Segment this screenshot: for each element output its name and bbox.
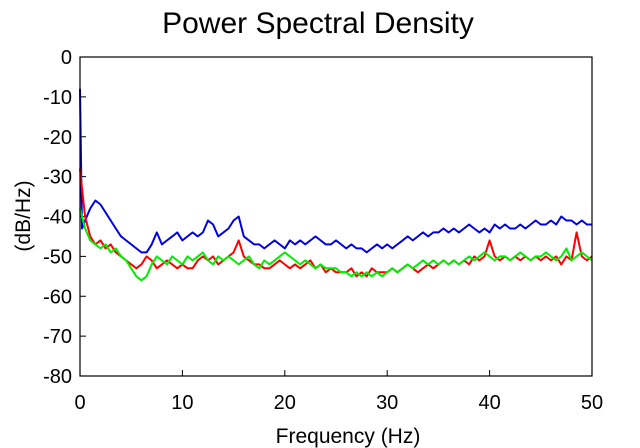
- y-tick-label: -60: [43, 286, 72, 308]
- y-tick-label: -20: [43, 127, 72, 149]
- x-tick-label: 40: [478, 392, 500, 414]
- y-tick-label: -10: [43, 87, 72, 109]
- x-tick-label: 0: [74, 392, 85, 414]
- chart-title: Power Spectral Density: [162, 7, 474, 40]
- x-tick-label: 10: [171, 392, 193, 414]
- y-tick-label: 0: [61, 47, 72, 69]
- series-layer: [79, 88, 593, 282]
- y-axis-label: (dB/Hz): [12, 180, 35, 251]
- plot-frame: [79, 56, 593, 377]
- series-line-2: [79, 168, 593, 278]
- y-tick-label: -70: [43, 326, 72, 348]
- x-tick-label: 30: [376, 392, 398, 414]
- y-tick-label: -40: [43, 207, 72, 229]
- ticks-layer: 0 10 20 30 40 50 0 -10 -20 -30 -40 -50 -60 -70 -80: [43, 47, 603, 414]
- y-tick-label: -50: [43, 246, 72, 268]
- y-tick-label: -80: [43, 366, 72, 388]
- x-tick-label: 50: [581, 392, 603, 414]
- x-axis-label: Frequency (Hz): [276, 425, 421, 448]
- x-tick-label: 20: [274, 392, 296, 414]
- y-tick-label: -30: [43, 167, 72, 189]
- series-line-3: [79, 208, 593, 282]
- series-line-1: [79, 88, 592, 254]
